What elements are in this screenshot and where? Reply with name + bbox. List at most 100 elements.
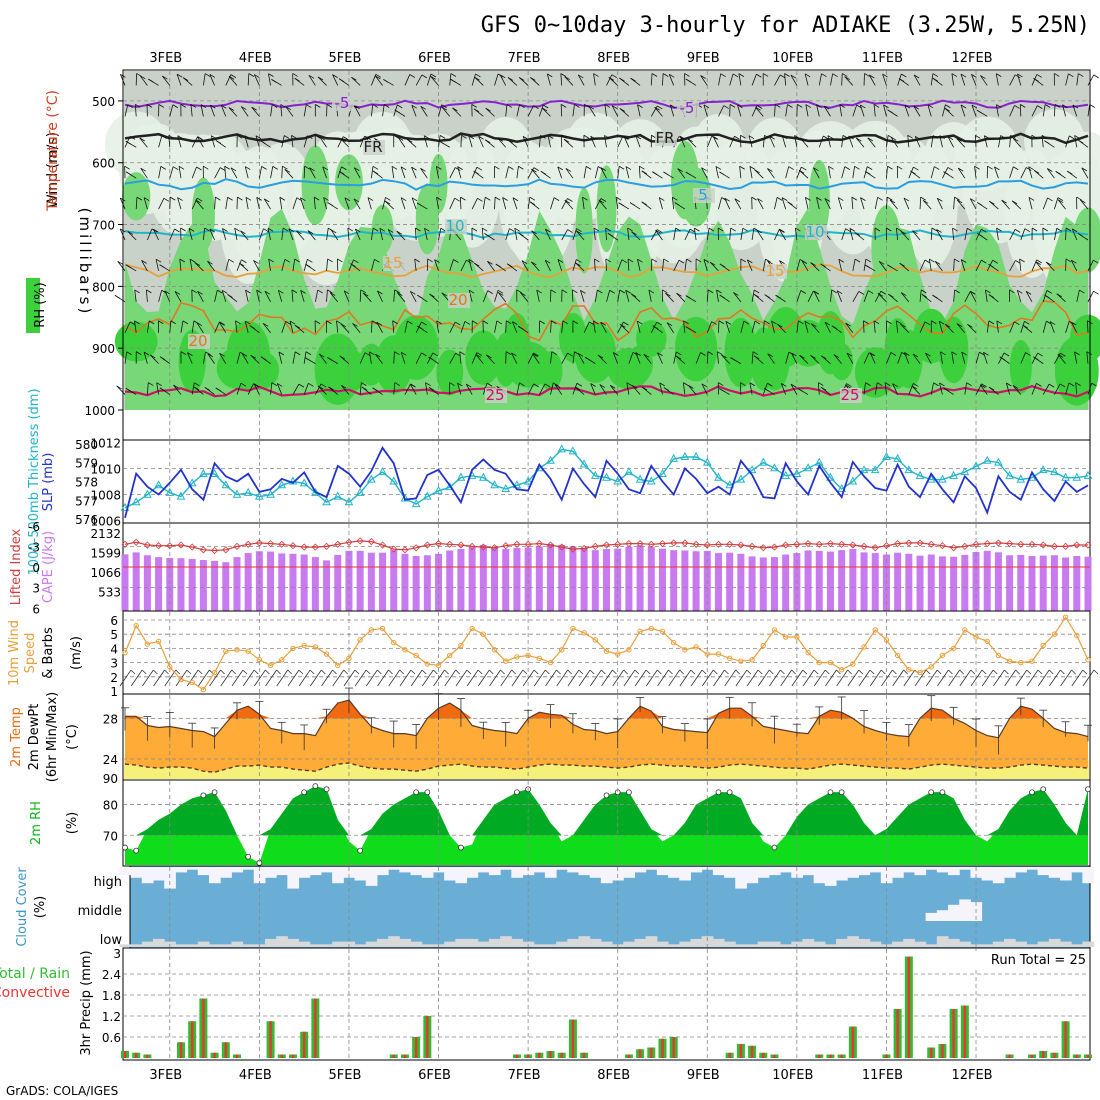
thickness-point xyxy=(904,465,914,474)
precip-convective-bar xyxy=(213,1052,216,1058)
wind-barb-flag xyxy=(567,352,573,357)
wind10m-barb xyxy=(724,669,737,687)
wind-barb xyxy=(841,135,844,148)
wind-barb xyxy=(749,382,753,395)
wind-barb-flag xyxy=(854,165,860,170)
cloud-high-gap xyxy=(869,867,882,873)
wind-barb xyxy=(590,383,596,395)
wind-barb xyxy=(505,166,509,179)
cloud-high-gap xyxy=(735,867,747,889)
cloud-low-bar xyxy=(197,941,210,947)
lifted-index-point xyxy=(894,540,902,548)
wind-barb-flag xyxy=(632,385,638,389)
cloud-mid-bar xyxy=(959,899,971,921)
wind-barb xyxy=(214,290,218,302)
cape-bar xyxy=(222,562,230,611)
wind-barb xyxy=(117,261,126,272)
wind-barb-flag xyxy=(805,104,812,108)
wind-barb-flag xyxy=(877,292,884,297)
wind-barb-flag xyxy=(1042,227,1049,232)
lifted-index-point xyxy=(233,542,241,550)
wind-barb xyxy=(326,289,328,302)
wind10m-barb-flag xyxy=(1004,669,1009,675)
cape-bar xyxy=(155,557,163,611)
thickness-line xyxy=(124,448,1089,509)
lifted-index-point xyxy=(916,539,924,547)
wind-barb-flag xyxy=(860,104,866,109)
wind-barb-flag xyxy=(764,320,770,325)
wind-barb-flag xyxy=(971,104,978,109)
wind-barb-flag xyxy=(459,351,465,356)
wind-barb xyxy=(143,197,148,210)
wind-barb-flag xyxy=(499,74,506,79)
wind-barb xyxy=(800,137,809,148)
wind-barb-flag xyxy=(315,134,321,139)
wind-barb xyxy=(729,228,732,241)
wind-barb-flag xyxy=(278,289,284,294)
wind-barb-flag xyxy=(996,320,1003,325)
wind-barb-flag xyxy=(224,165,230,170)
thickness-point xyxy=(154,480,163,489)
precip-convective-bar xyxy=(280,1054,283,1058)
wind10m-point xyxy=(1018,659,1024,666)
wind-barb xyxy=(225,259,230,272)
wind-barb-flag xyxy=(355,228,361,233)
day-label-bottom: 8FEB xyxy=(597,1068,630,1083)
wind-barb-flag xyxy=(436,166,442,170)
wind-barb xyxy=(609,384,619,395)
wind-barb xyxy=(762,259,766,271)
wind-barb-flag xyxy=(228,76,235,80)
cloud-level-label: middle xyxy=(78,904,122,919)
cape-bar xyxy=(468,547,476,611)
wind-barb xyxy=(907,135,910,148)
wind-barb xyxy=(457,166,462,179)
wind-barb xyxy=(262,323,271,333)
wind-barb-flag xyxy=(685,326,691,331)
wind-barb-flag xyxy=(532,353,538,357)
cloud-high-gap xyxy=(925,867,938,870)
wind-barb xyxy=(436,197,439,210)
precip-convective-bar xyxy=(896,1009,899,1058)
wind-barb-flag xyxy=(204,387,211,391)
wind-barb xyxy=(969,291,977,303)
wind-barb-flag xyxy=(932,135,939,139)
cloud-high-gap xyxy=(746,867,759,884)
wind-barb xyxy=(494,197,496,210)
precip-convective-bar xyxy=(291,1054,295,1058)
cloud-low-bar xyxy=(388,936,400,947)
wind-barb-flag xyxy=(307,230,314,234)
wind-barb-flag xyxy=(707,289,714,294)
wind10m-point xyxy=(782,634,789,640)
wind-barb xyxy=(712,136,719,148)
wind-barb xyxy=(911,385,921,395)
wind-barb-flag xyxy=(384,200,391,205)
wind-barb-flag xyxy=(903,197,910,202)
wind-barb-flag xyxy=(666,322,673,327)
lifted-index-point xyxy=(759,544,767,552)
wind-barb-flag xyxy=(576,228,582,232)
cloud-high-gap xyxy=(959,867,971,870)
wind10m-barb xyxy=(433,669,445,687)
wind-barb xyxy=(818,73,822,86)
rh2m-point xyxy=(1029,789,1035,796)
wind-barb-flag xyxy=(421,74,428,79)
cloud-high-gap xyxy=(444,867,456,881)
wind-barb-flag xyxy=(268,73,274,77)
cloud-low-bar xyxy=(712,938,725,947)
cloud-low-bar xyxy=(780,944,792,947)
wind-barb-flag xyxy=(797,388,803,392)
wind-barb-flag xyxy=(652,171,658,176)
wind-barb xyxy=(315,383,322,395)
lifted-index-point xyxy=(826,540,835,548)
wind-barb-flag xyxy=(360,289,367,294)
wind10m-tick: 5 xyxy=(110,628,118,642)
wind-barb-flag xyxy=(619,108,626,112)
wind-barb xyxy=(600,322,607,333)
wind-barb-flag xyxy=(362,292,369,297)
day-label-bottom: 11FEB xyxy=(862,1068,903,1083)
wind-barb xyxy=(662,73,664,86)
wind-barb-flag xyxy=(627,227,633,232)
pressure-tick-label: 900 xyxy=(92,342,115,356)
contour-label-bg xyxy=(445,219,467,234)
